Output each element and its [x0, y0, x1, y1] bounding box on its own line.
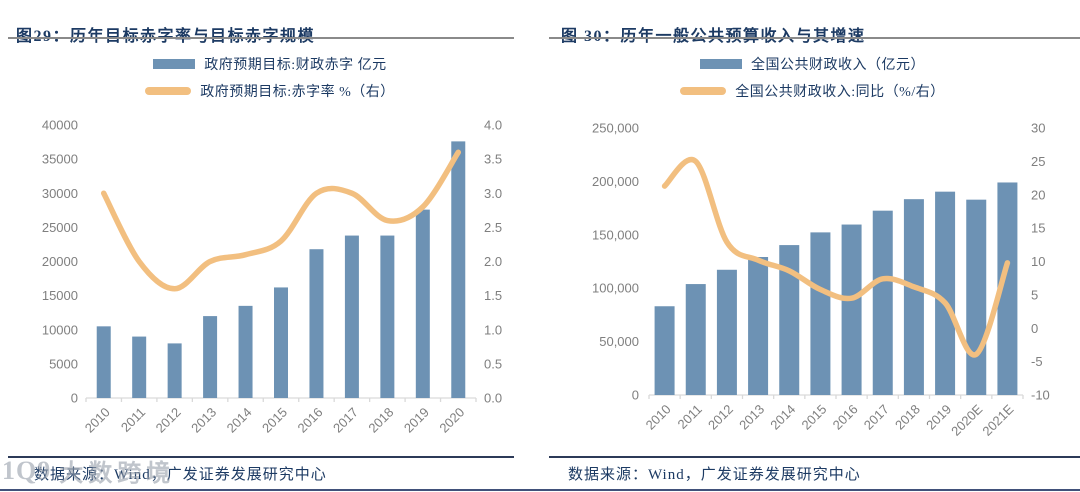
svg-text:40000: 40000: [42, 118, 78, 133]
svg-text:2014: 2014: [224, 405, 255, 436]
svg-text:15: 15: [1031, 221, 1045, 236]
svg-text:3.5: 3.5: [484, 152, 502, 167]
bar-series-swatch: [700, 59, 742, 69]
svg-text:2020: 2020: [436, 405, 467, 436]
svg-text:50,000: 50,000: [599, 334, 639, 349]
legend-item-deficit-rate: 政府预期目标:赤字率 %（右）: [145, 81, 395, 101]
svg-text:0: 0: [1031, 321, 1038, 336]
svg-text:2015: 2015: [259, 405, 290, 436]
svg-text:200,000: 200,000: [592, 174, 639, 189]
svg-text:2012: 2012: [705, 402, 736, 433]
svg-text:25: 25: [1031, 154, 1045, 169]
svg-text:2016: 2016: [830, 402, 861, 433]
bar-series-swatch: [153, 59, 196, 69]
right-chart-canvas: 0 50,000 100,000 150,000 200,000 250,000 -10 -5…: [592, 121, 1050, 439]
legend-label: 政府预期目标:赤字率 %（右）: [200, 85, 395, 100]
svg-text:2013: 2013: [736, 402, 767, 433]
svg-text:2018: 2018: [892, 402, 923, 433]
svg-text:2.5: 2.5: [484, 220, 502, 235]
svg-text:2012: 2012: [153, 405, 184, 436]
legend-item-fiscal-revenue: 全国公共财政收入（亿元）: [700, 54, 925, 74]
right-title-rule: [549, 37, 1080, 39]
svg-text:30: 30: [1031, 121, 1045, 136]
left-chart-legend: 政府预期目标:财政赤字 亿元 政府预期目标:赤字率 %（右）: [0, 54, 540, 101]
svg-text:2021E: 2021E: [979, 401, 1016, 438]
svg-text:35000: 35000: [42, 152, 78, 167]
svg-text:20: 20: [1031, 187, 1045, 202]
svg-text:3.0: 3.0: [484, 186, 502, 201]
left-source-text: 数据来源：Wind，广发证券发展研究中心: [34, 467, 327, 483]
svg-text:10: 10: [1031, 254, 1045, 269]
legend-item-deficit-scale: 政府预期目标:财政赤字 亿元: [153, 54, 386, 74]
line-series-swatch: [145, 87, 192, 95]
legend-item-revenue-yoy: 全国公共财政收入:同比（%/右）: [680, 81, 944, 101]
right-chart-title: 图 30：历年一般公共预算收入与其增速: [561, 22, 866, 46]
svg-text:0: 0: [71, 391, 78, 406]
svg-text:2.0: 2.0: [484, 254, 502, 269]
svg-text:2013: 2013: [188, 405, 219, 436]
svg-text:0: 0: [632, 388, 639, 403]
svg-text:1.5: 1.5: [484, 288, 502, 303]
svg-text:2015: 2015: [798, 402, 829, 433]
left-chart-canvas: 0 5000 10000 15000 20000 25000 30000 35000 40000…: [42, 118, 502, 436]
svg-text:2011: 2011: [674, 402, 704, 432]
svg-text:2016: 2016: [295, 405, 326, 436]
svg-text:150,000: 150,000: [592, 227, 639, 242]
svg-text:10000: 10000: [42, 322, 78, 337]
svg-text:5000: 5000: [49, 356, 78, 371]
line-series-swatch: [680, 87, 727, 95]
svg-text:2017: 2017: [861, 402, 892, 433]
svg-text:5: 5: [1031, 287, 1038, 302]
svg-text:250,000: 250,000: [592, 121, 639, 136]
left-chart-title: 图29：历年目标赤字率与目标赤字规模: [16, 22, 315, 46]
svg-text:2019: 2019: [401, 405, 432, 436]
svg-text:2020E: 2020E: [948, 401, 985, 438]
right-chart-legend: 全国公共财政收入（亿元） 全国公共财政收入:同比（%/右）: [545, 54, 1080, 101]
svg-text:2010: 2010: [643, 402, 674, 433]
svg-text:2018: 2018: [365, 405, 396, 436]
svg-text:20000: 20000: [42, 254, 78, 269]
right-source-rule: [549, 456, 1080, 458]
legend-label: 全国公共财政收入（亿元）: [751, 58, 925, 73]
svg-text:0.0: 0.0: [484, 391, 502, 406]
svg-text:4.0: 4.0: [484, 118, 502, 133]
svg-text:25000: 25000: [42, 220, 78, 235]
left-source-rule: [8, 456, 514, 458]
svg-text:1.0: 1.0: [484, 322, 502, 337]
svg-text:-10: -10: [1031, 388, 1050, 403]
legend-label: 全国公共财政收入:同比（%/右）: [735, 85, 945, 100]
left-title-rule: [8, 37, 514, 39]
legend-label: 政府预期目标:财政赤字 亿元: [204, 58, 387, 73]
right-source-text: 数据来源：Wind，广发证券发展研究中心: [568, 467, 861, 483]
svg-text:0.5: 0.5: [484, 356, 502, 371]
page-bottom-rule: [0, 489, 1080, 491]
svg-text:2017: 2017: [330, 405, 361, 436]
svg-text:100,000: 100,000: [592, 281, 639, 296]
svg-text:-5: -5: [1031, 354, 1043, 369]
svg-text:2014: 2014: [767, 402, 798, 433]
svg-text:2011: 2011: [118, 405, 148, 435]
svg-text:30000: 30000: [42, 186, 78, 201]
svg-text:2010: 2010: [82, 405, 113, 436]
svg-text:15000: 15000: [42, 288, 78, 303]
